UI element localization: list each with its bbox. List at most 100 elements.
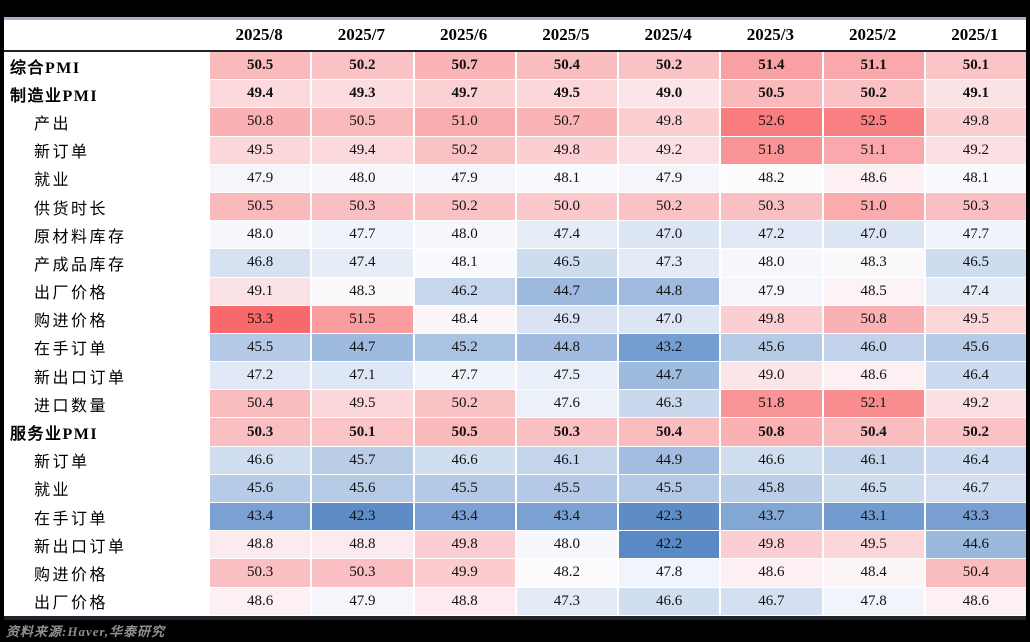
pmi-table: 2025/8 2025/7 2025/6 2025/5 2025/4 2025/3 2025…	[4, 20, 1026, 620]
month-column-header: 2025/3	[719, 20, 822, 52]
heatmap-cell: 49.4	[208, 80, 311, 109]
heatmap-cell: 48.0	[412, 221, 515, 250]
pmi-heatmap-card: 2025/8 2025/7 2025/6 2025/5 2025/4 2025/3 2025…	[4, 17, 1026, 620]
heatmap-cell: 49.2	[923, 136, 1026, 165]
row-label: 综合PMI	[4, 52, 208, 81]
heatmap-cell: 51.8	[719, 390, 822, 419]
heatmap-cell: 50.4	[514, 52, 617, 81]
heatmap-cell: 46.4	[923, 446, 1026, 475]
table-row: 购进价格 50.3 50.3 49.9 48.2 47.8 48.6 48.4 50.4	[4, 559, 1026, 588]
heatmap-cell: 50.3	[310, 559, 413, 588]
heatmap-cell: 43.4	[412, 503, 515, 532]
heatmap-cell: 48.1	[514, 164, 617, 193]
heatmap-cell: 51.0	[821, 192, 924, 222]
heatmap-cell: 43.4	[208, 503, 311, 532]
heatmap-cell: 50.3	[514, 418, 617, 447]
heatmap-cell: 52.6	[719, 108, 822, 137]
heatmap-cell: 46.5	[514, 249, 617, 278]
heatmap-cell: 46.6	[719, 446, 822, 475]
heatmap-cell: 49.9	[412, 559, 515, 588]
heatmap-cell: 48.0	[514, 531, 617, 560]
heatmap-cell: 49.2	[617, 136, 720, 165]
row-label: 出厂价格	[4, 277, 208, 306]
heatmap-cell: 50.5	[719, 80, 822, 109]
table-row: 产成品库存 46.8 47.4 48.1 46.5 47.3 48.0 48.3 46.5	[4, 249, 1026, 278]
heatmap-cell: 45.6	[208, 474, 311, 503]
heatmap-cell: 48.0	[310, 164, 413, 193]
heatmap-cell: 45.7	[310, 446, 413, 475]
heatmap-cell: 50.5	[208, 192, 311, 222]
heatmap-cell: 46.2	[412, 277, 515, 306]
heatmap-cell: 45.5	[514, 474, 617, 503]
heatmap-cell: 47.9	[310, 587, 413, 616]
heatmap-cell: 46.3	[617, 390, 720, 419]
heatmap-cell: 52.5	[821, 108, 924, 137]
heatmap-cell: 49.5	[208, 136, 311, 165]
heatmap-cell: 46.9	[514, 305, 617, 334]
row-label: 产成品库存	[4, 249, 208, 278]
heatmap-cell: 50.2	[617, 192, 720, 222]
heatmap-cell: 47.4	[514, 221, 617, 250]
heatmap-cell: 49.1	[208, 277, 311, 306]
table-row: 制造业PMI 49.4 49.3 49.7 49.5 49.0 50.5 50.2 49.1	[4, 80, 1026, 109]
heatmap-cell: 44.6	[923, 531, 1026, 560]
heatmap-cell: 48.8	[412, 587, 515, 616]
row-label: 新出口订单	[4, 362, 208, 391]
heatmap-cell: 48.2	[514, 559, 617, 588]
table-row: 产出 50.8 50.5 51.0 50.7 49.8 52.6 52.5 49.8	[4, 108, 1026, 137]
heatmap-cell: 49.8	[514, 136, 617, 165]
month-column-header: 2025/8	[208, 20, 311, 52]
heatmap-cell: 47.1	[310, 362, 413, 391]
heatmap-cell: 50.8	[719, 418, 822, 447]
table-row: 新出口订单 47.2 47.1 47.7 47.5 44.7 49.0 48.6 46.4	[4, 362, 1026, 391]
heatmap-cell: 44.8	[514, 333, 617, 363]
table-row: 原材料库存 48.0 47.7 48.0 47.4 47.0 47.2 47.0 47.7	[4, 221, 1026, 250]
row-label: 就业	[4, 474, 208, 503]
heatmap-cell: 46.8	[208, 249, 311, 278]
heatmap-cell: 46.6	[412, 446, 515, 475]
heatmap-cell: 44.7	[617, 362, 720, 391]
heatmap-cell: 47.7	[310, 221, 413, 250]
heatmap-cell: 47.2	[719, 221, 822, 250]
heatmap-cell: 48.6	[821, 164, 924, 193]
heatmap-cell: 46.4	[923, 362, 1026, 391]
heatmap-cell: 47.8	[821, 587, 924, 616]
heatmap-cell: 43.4	[514, 503, 617, 532]
heatmap-cell: 47.7	[412, 362, 515, 391]
heatmap-cell: 46.6	[208, 446, 311, 475]
heatmap-cell: 45.2	[412, 333, 515, 363]
heatmap-cell: 49.5	[923, 305, 1026, 334]
heatmap-cell: 50.8	[208, 108, 311, 137]
table-row: 新订单 46.6 45.7 46.6 46.1 44.9 46.6 46.1 46.4	[4, 446, 1026, 475]
heatmap-cell: 45.6	[923, 333, 1026, 363]
month-column-header: 2025/1	[923, 20, 1026, 52]
heatmap-cell: 46.7	[719, 587, 822, 616]
source-note: 资料来源:Haver,华泰研究	[6, 624, 166, 639]
heatmap-cell: 50.2	[412, 390, 515, 419]
heatmap-cell: 49.2	[923, 390, 1026, 419]
heatmap-cell: 47.4	[310, 249, 413, 278]
heatmap-cell: 50.4	[821, 418, 924, 447]
heatmap-cell: 50.5	[208, 52, 311, 81]
heatmap-cell: 49.7	[412, 80, 515, 109]
row-label: 供货时长	[4, 192, 208, 222]
heatmap-cell: 47.5	[514, 362, 617, 391]
heatmap-cell: 44.9	[617, 446, 720, 475]
heatmap-cell: 51.4	[719, 52, 822, 81]
heatmap-cell: 51.0	[412, 108, 515, 137]
row-label: 原材料库存	[4, 221, 208, 250]
heatmap-cell: 43.7	[719, 503, 822, 532]
heatmap-cell: 46.5	[821, 474, 924, 503]
heatmap-cell: 45.6	[719, 333, 822, 363]
heatmap-cell: 46.0	[821, 333, 924, 363]
heatmap-cell: 47.0	[617, 305, 720, 334]
heatmap-cell: 49.8	[412, 531, 515, 560]
heatmap-cell: 47.3	[514, 587, 617, 616]
heatmap-cell: 50.3	[208, 418, 311, 447]
heatmap-cell: 49.5	[514, 80, 617, 109]
heatmap-cell: 45.8	[719, 474, 822, 503]
table-row: 在手订单 45.5 44.7 45.2 44.8 43.2 45.6 46.0 45.6	[4, 333, 1026, 363]
heatmap-cell: 49.1	[923, 80, 1026, 109]
heatmap-cell: 45.5	[617, 474, 720, 503]
